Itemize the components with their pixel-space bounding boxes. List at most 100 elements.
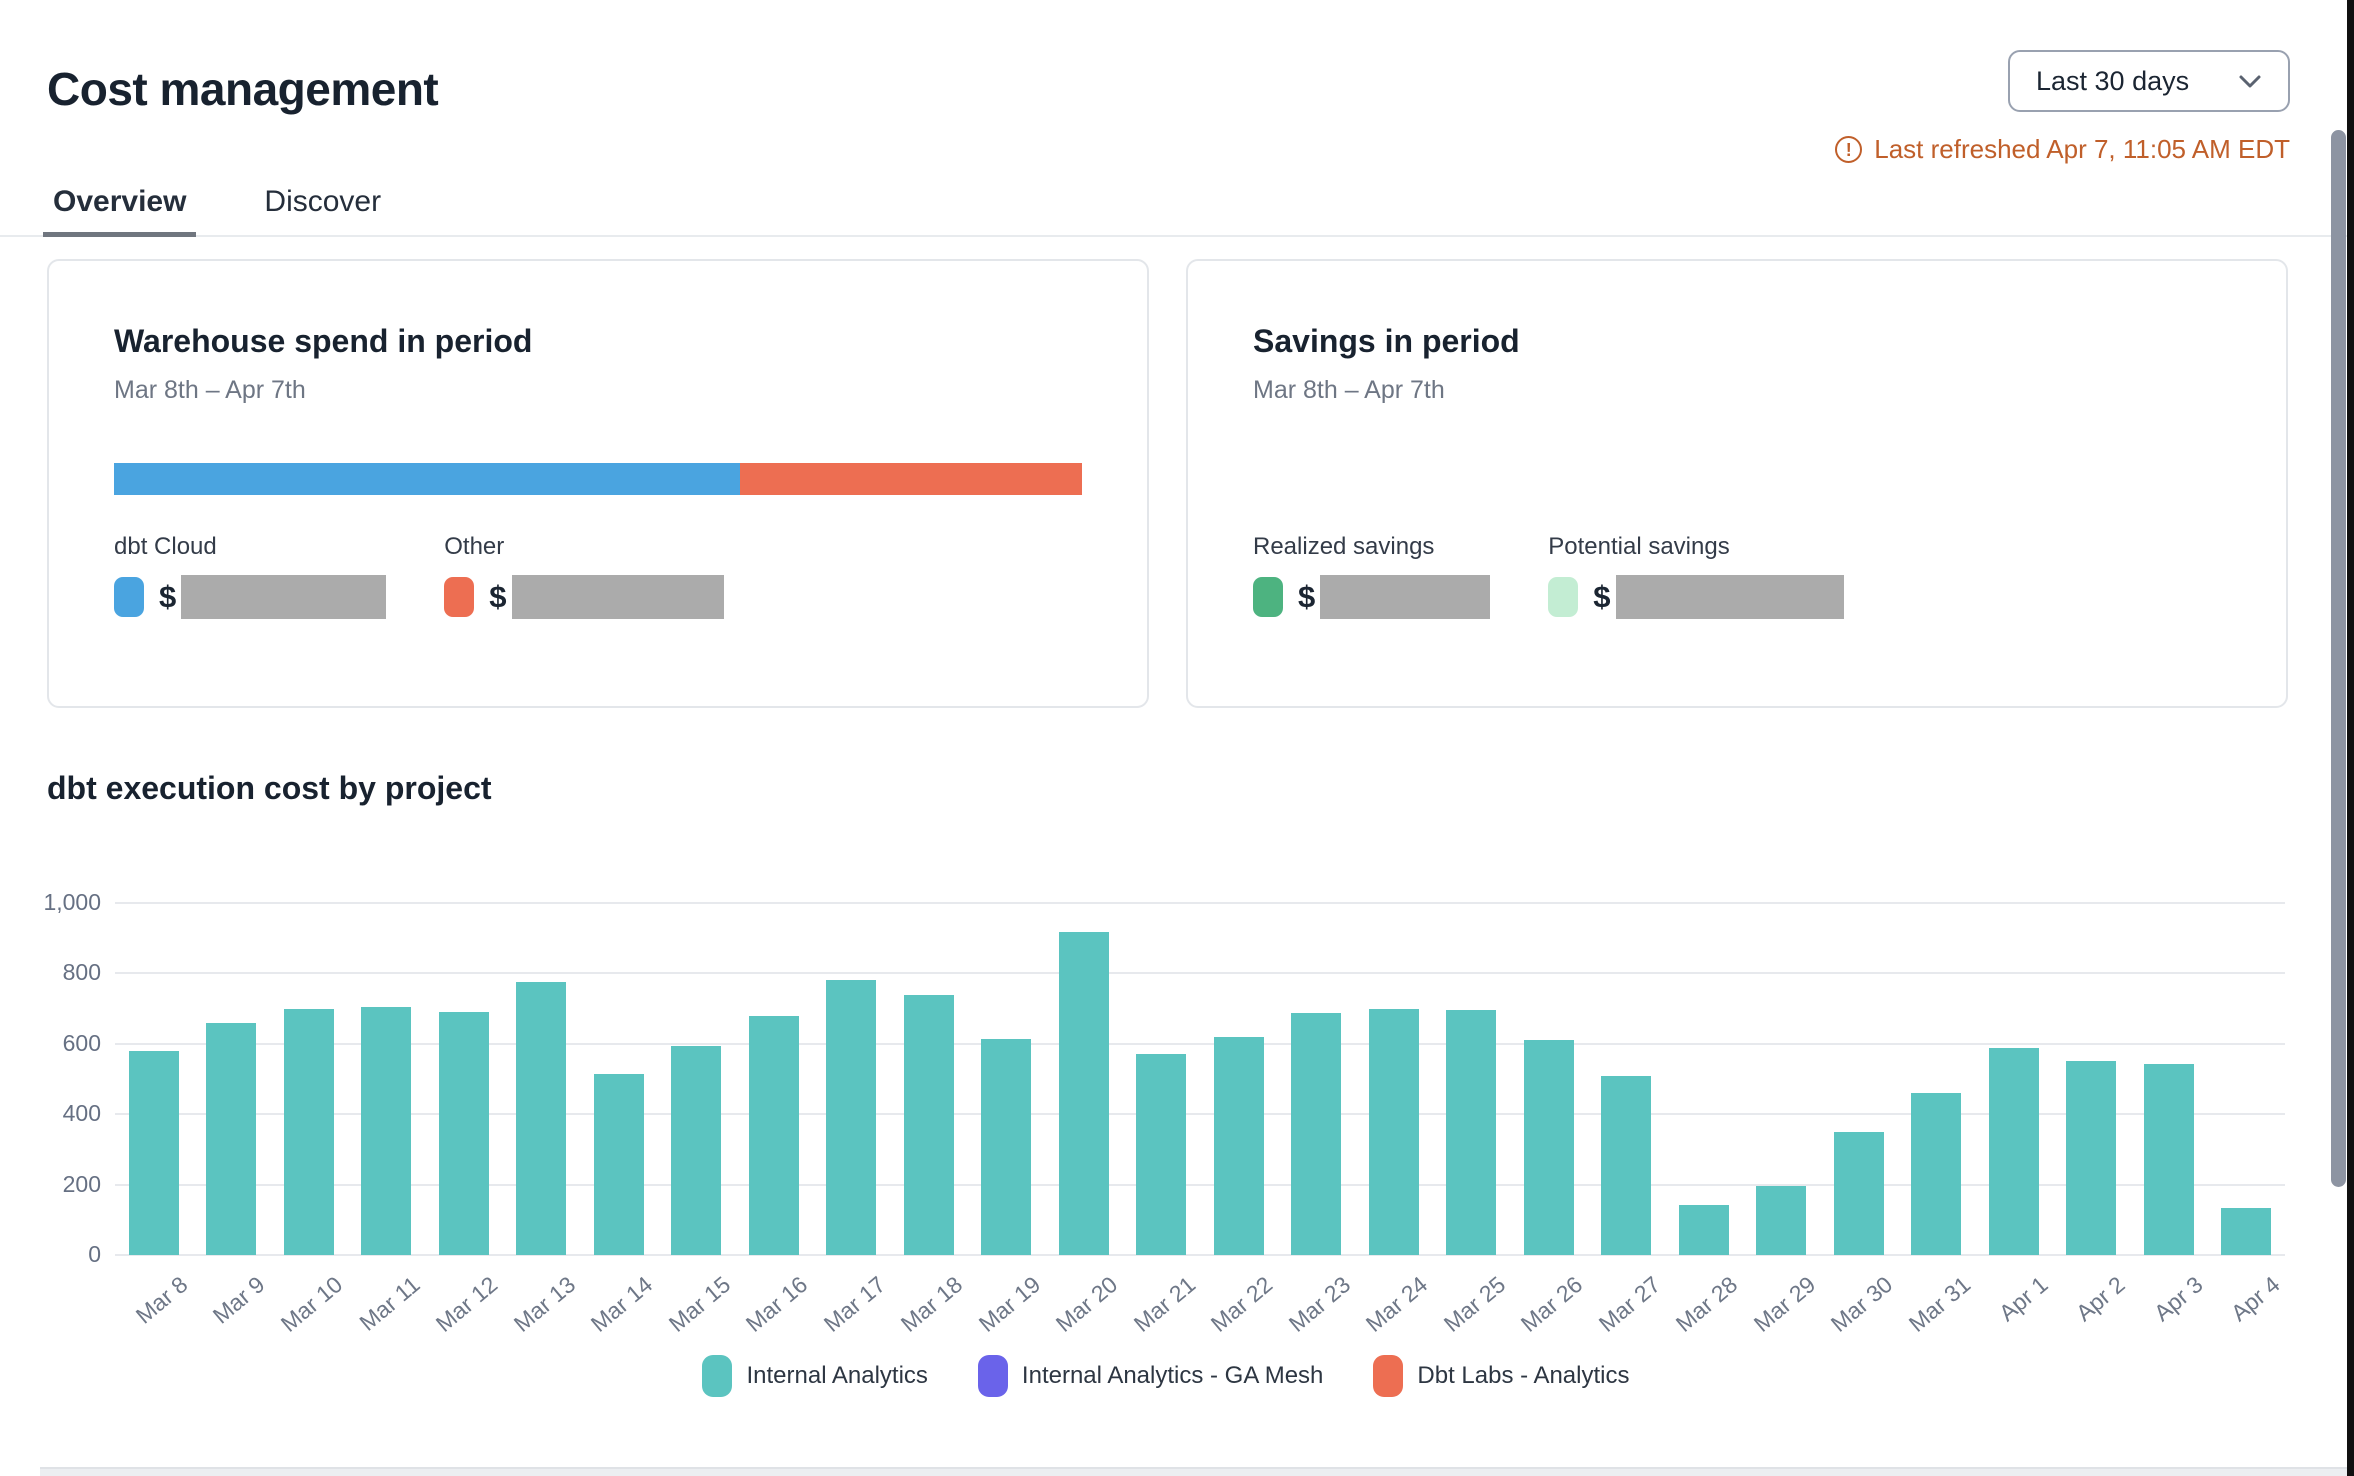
x-tick-label: Apr 1 [1993,1271,2053,1327]
bar-mar-24[interactable] [1368,1008,1419,1255]
gridline [115,972,2285,975]
bar-mar-28[interactable] [1678,1204,1729,1255]
bar-mar-16[interactable] [748,1015,799,1255]
bar-mar-20[interactable] [1058,931,1109,1255]
legend-item-internal-analytics-ga-mesh[interactable]: Internal Analytics - GA Mesh [977,1355,1323,1397]
tab-bar: Overview Discover [0,175,2354,237]
x-tick-label: Mar 22 [1205,1271,1278,1337]
bar-slot [658,903,736,1255]
y-tick-label: 0 [88,1241,101,1267]
legend-label: Dbt Labs - Analytics [1417,1362,1630,1389]
x-tick-label: Mar 12 [430,1271,503,1337]
bar-apr-3[interactable] [2143,1063,2194,1255]
y-axis-labels: 1,000 800 600 400 200 0 [43,889,115,1267]
legend-item-internal-analytics[interactable]: Internal Analytics [702,1355,928,1397]
bar-mar-9[interactable] [206,1022,257,1255]
tab-discover[interactable]: Discover [264,185,382,218]
bar-slot [580,903,658,1255]
gridline [115,1042,2285,1045]
x-tick-cell: Mar 27 [1588,1255,1666,1351]
redacted-value [1615,575,1844,619]
legend-group-realized: Realized savings $ [1253,533,1491,619]
legend-swatch [702,1355,733,1397]
x-tick-cell: Mar 30 [1820,1255,1898,1351]
bar-mar-25[interactable] [1446,1009,1497,1255]
screen-edge [2347,0,2354,1476]
vertical-scrollbar[interactable] [2331,130,2346,1187]
warning-icon: ! [1835,136,1863,163]
x-tick-label: Mar 28 [1670,1271,1743,1337]
bar-mar-27[interactable] [1601,1076,1652,1255]
x-axis-labels: Mar 8 Mar 9 Mar 10 Mar 11 Mar 12 Mar 13 Mar 14… [115,1255,2285,1351]
bar-slot [1123,903,1201,1255]
bar-slot [1820,903,1898,1255]
bar-slot [1355,903,1433,1255]
bar-apr-2[interactable] [2066,1061,2117,1255]
bar-mar-26[interactable] [1523,1039,1574,1255]
bar-mar-12[interactable] [438,1012,489,1255]
bar-mar-13[interactable] [516,982,567,1255]
legend-item-dbt-labs-analytics[interactable]: Dbt Labs - Analytics [1373,1355,1630,1397]
currency-symbol: $ [489,579,507,614]
bar-slot [1898,903,1976,1255]
chart-plot [115,902,2285,1256]
horizontal-scrollbar-track[interactable] [40,1467,2347,1476]
bar-slot [1588,903,1666,1255]
bar-mar-15[interactable] [671,1045,722,1255]
x-tick-label: Mar 26 [1515,1271,1588,1337]
x-tick-label: Mar 20 [1050,1271,1123,1337]
bar-mar-10[interactable] [283,1008,334,1255]
bar-mar-23[interactable] [1291,1013,1342,1255]
x-tick-cell: Mar 13 [503,1255,581,1351]
x-tick-label: Mar 21 [1128,1271,1200,1337]
legend-label: Potential savings [1548,533,1730,560]
bar-mar-21[interactable] [1136,1053,1187,1255]
x-tick-label: Mar 18 [895,1271,968,1337]
currency-symbol: $ [1298,579,1316,614]
bar-mar-18[interactable] [903,994,954,1255]
bars-container [115,903,2285,1255]
gridline [115,1254,2285,1256]
spend-stacked-bar [114,463,1082,495]
x-tick-cell: Mar 25 [1433,1255,1511,1351]
bar-mar-11[interactable] [361,1006,412,1255]
tab-overview[interactable]: Overview [42,175,197,237]
bar-mar-30[interactable] [1833,1131,1884,1255]
x-tick-cell: Apr 4 [2208,1255,2286,1351]
y-tick-label: 600 [62,1029,101,1056]
y-tick-label: 400 [62,1100,101,1127]
x-tick-label: Mar 31 [1903,1271,1975,1337]
savings-card: Savings in period Mar 8th – Apr 7th Real… [1186,259,2288,708]
bar-mar-22[interactable] [1213,1036,1264,1255]
redacted-value [181,575,387,619]
x-tick-cell: Mar 12 [425,1255,503,1351]
legend-label: Realized savings [1253,533,1435,560]
currency-symbol: $ [1593,579,1611,614]
x-tick-cell: Apr 2 [2053,1255,2131,1351]
x-tick-label: Apr 2 [2071,1271,2130,1327]
bar-apr-1[interactable] [1988,1048,2039,1255]
bar-slot [2208,903,2286,1255]
bar-mar-17[interactable] [826,980,877,1255]
bar-mar-8[interactable] [128,1050,179,1255]
bar-apr-4[interactable] [2221,1208,2272,1255]
date-range-value: Last 30 days [2036,65,2190,96]
x-tick-cell: Mar 8 [115,1255,193,1351]
x-tick-cell: Mar 24 [1355,1255,1433,1351]
bar-slot [1200,903,1278,1255]
legend-group-other: Other $ [444,533,724,619]
spend-legend: dbt Cloud $ Other $ [114,533,1082,619]
x-tick-label: Mar 9 [208,1271,270,1329]
bar-mar-29[interactable] [1756,1186,1807,1255]
top-bar: Cost management Last 30 days ! Last refr… [0,0,2354,165]
summary-cards: Warehouse spend in period Mar 8th – Apr … [47,259,2288,708]
x-tick-cell: Mar 23 [1278,1255,1356,1351]
date-range-select[interactable]: Last 30 days [2008,50,2290,112]
bar-mar-19[interactable] [981,1038,1032,1255]
x-tick-label: Mar 16 [740,1271,813,1337]
bar-slot [968,903,1046,1255]
bar-mar-14[interactable] [593,1073,644,1255]
legend-label: dbt Cloud [114,533,217,560]
x-tick-cell: Mar 19 [968,1255,1046,1351]
bar-mar-31[interactable] [1911,1093,1962,1255]
